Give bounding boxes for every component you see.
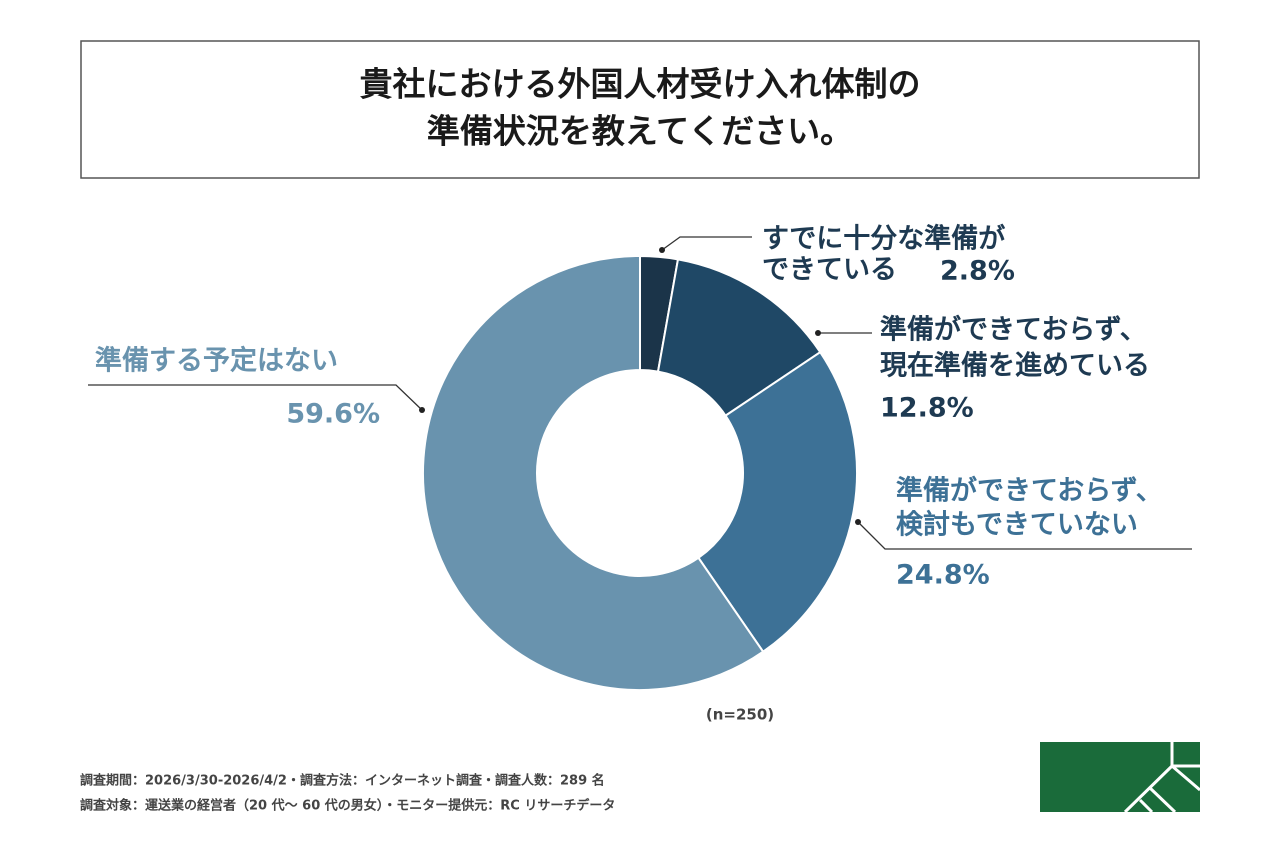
- category-label: 準備する予定はない: [95, 345, 338, 377]
- category-label: 準備ができておらず、: [896, 475, 1163, 507]
- logo: [1040, 742, 1201, 814]
- logo-bg: [1040, 742, 1200, 812]
- donut-slice: [697, 350, 858, 654]
- category-label: 検討もできていない: [896, 509, 1138, 541]
- logo-lines: [1123, 742, 1201, 814]
- leader-dot: [855, 519, 861, 525]
- donut-slice: [422, 254, 765, 691]
- chart-title: 貴社における外国人材受け入れ体制の: [360, 65, 921, 104]
- value-label: 12.8%: [880, 393, 974, 424]
- leader-line: [661, 236, 752, 251]
- sample-note: (n=250): [706, 706, 774, 724]
- footnote: 調査対象：運送業の経営者（20 代～ 60 代の男女）・モニター提供元：RC リ…: [80, 798, 615, 814]
- value-label: 59.6%: [286, 399, 380, 430]
- leader-line: [857, 521, 1192, 550]
- leader-line: [88, 384, 423, 411]
- leader-dot: [815, 330, 821, 336]
- value-label: 24.8%: [896, 560, 990, 591]
- leader-dot: [659, 247, 665, 253]
- category-label: すでに十分な準備が: [762, 223, 1005, 255]
- chart-title: 準備状況を教えてください。: [427, 112, 853, 151]
- title-box: [80, 40, 1200, 179]
- leader-dot: [419, 407, 425, 413]
- donut-slice: [656, 258, 822, 418]
- category-label: 現在準備を進めている: [880, 350, 1150, 382]
- category-label: 準備ができておらず、: [880, 314, 1147, 346]
- category-label: できている: [762, 255, 897, 286]
- footnote: 調査期間：2026/3/30-2026/4/2・調査方法：インターネット調査・調…: [80, 773, 605, 789]
- value-label: 2.8%: [940, 256, 1015, 287]
